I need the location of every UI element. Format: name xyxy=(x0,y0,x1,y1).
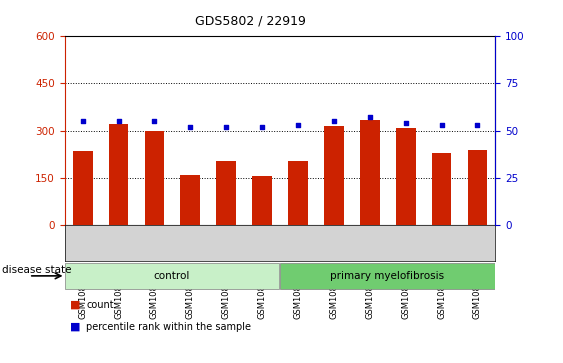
Point xyxy=(186,124,195,130)
Text: GDS5802 / 22919: GDS5802 / 22919 xyxy=(194,15,305,28)
Point xyxy=(114,118,123,124)
Text: percentile rank within the sample: percentile rank within the sample xyxy=(86,322,251,332)
FancyBboxPatch shape xyxy=(280,263,495,289)
Bar xyxy=(360,120,379,225)
Point xyxy=(78,118,87,124)
Point xyxy=(329,118,338,124)
FancyBboxPatch shape xyxy=(65,263,279,289)
Bar xyxy=(396,127,415,225)
Bar xyxy=(324,126,344,225)
Text: ■: ■ xyxy=(70,300,81,310)
Bar xyxy=(145,131,164,225)
Point xyxy=(401,120,410,126)
Bar xyxy=(109,125,128,225)
Bar xyxy=(216,160,236,225)
Bar xyxy=(432,153,452,225)
Point xyxy=(222,124,231,130)
Bar xyxy=(252,176,272,225)
Text: primary myelofibrosis: primary myelofibrosis xyxy=(330,271,444,281)
Point xyxy=(473,122,482,128)
Point xyxy=(258,124,267,130)
Bar xyxy=(181,175,200,225)
Point xyxy=(293,122,302,128)
Point xyxy=(437,122,446,128)
Text: count: count xyxy=(86,300,114,310)
Text: disease state: disease state xyxy=(2,265,71,276)
Bar xyxy=(468,150,488,225)
Bar xyxy=(73,151,92,225)
Point xyxy=(150,118,159,124)
Point xyxy=(365,115,374,121)
Bar xyxy=(288,160,308,225)
Text: ■: ■ xyxy=(70,322,81,332)
Text: control: control xyxy=(154,271,190,281)
